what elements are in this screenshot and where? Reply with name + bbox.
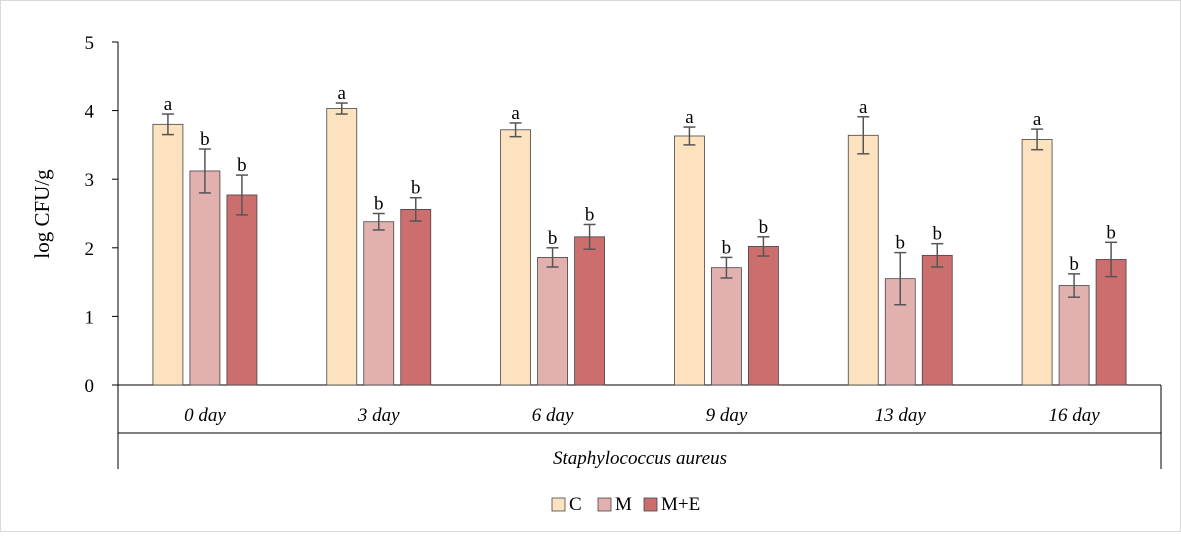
legend: C M M+E <box>551 494 700 515</box>
significance-letter: a <box>685 107 694 128</box>
significance-letter: a <box>859 97 868 118</box>
bar-m-e <box>574 236 605 386</box>
bar-m-e <box>226 194 258 386</box>
significance-letters: a b b a b b a b b a b b a b b a b b <box>164 83 1116 275</box>
bars <box>152 108 1127 386</box>
y-tick-label: 1 <box>85 307 95 328</box>
y-tick-label: 4 <box>85 102 95 123</box>
y-tick-label: 3 <box>85 170 95 191</box>
legend-swatch <box>597 497 612 512</box>
legend-label: M <box>615 494 632 515</box>
significance-letter: b <box>200 129 210 150</box>
significance-letter: b <box>1106 222 1116 243</box>
significance-letter: b <box>722 237 732 258</box>
legend-swatch <box>643 497 658 512</box>
bar-m <box>884 278 916 386</box>
bar-c <box>326 108 358 386</box>
significance-letter: b <box>585 204 595 225</box>
significance-letter: b <box>759 217 769 238</box>
y-tick-label: 0 <box>85 376 95 397</box>
bar-c <box>500 129 531 386</box>
significance-letter: b <box>237 155 247 176</box>
bar-c <box>1021 139 1053 386</box>
bar-m-e <box>1095 259 1127 386</box>
significance-letter: b <box>1069 254 1079 275</box>
x-tick-label: 0 day <box>184 405 226 426</box>
significance-letter: a <box>1033 109 1042 130</box>
significance-letter: a <box>164 94 173 115</box>
bar-m <box>711 267 742 386</box>
significance-letter: b <box>896 233 906 254</box>
y-axis: 0 1 2 3 4 5 <box>85 33 119 397</box>
bar-m-e <box>921 254 953 386</box>
group-label: Staphylococcus aureus <box>553 448 727 469</box>
bar-c <box>847 134 879 386</box>
significance-letter: a <box>338 83 347 104</box>
bar-m <box>189 170 221 386</box>
bar-m-e <box>400 208 432 386</box>
x-tick-label: 3 day <box>357 405 400 426</box>
x-tick-label: 9 day <box>706 405 748 426</box>
significance-letter: b <box>548 228 558 249</box>
bar-c <box>152 123 184 386</box>
error-bars <box>161 102 1118 306</box>
legend-swatch <box>551 497 566 512</box>
significance-letter: a <box>511 103 520 124</box>
y-tick-label: 5 <box>85 33 95 54</box>
bar-m <box>537 257 568 386</box>
x-tick-label: 16 day <box>1048 405 1100 426</box>
significance-letter: b <box>411 178 421 199</box>
x-axis: 0 day 3 day 6 day 9 day 13 day 16 day <box>117 384 1162 469</box>
significance-letter: b <box>374 194 384 215</box>
y-axis-label: log CFU/g <box>30 169 54 259</box>
bar-m <box>363 221 395 386</box>
x-tick-label: 6 day <box>532 405 574 426</box>
bar-m <box>1058 285 1090 386</box>
bar-m-e <box>748 246 779 386</box>
bar-c <box>674 135 705 386</box>
significance-letter: b <box>933 224 943 245</box>
x-tick-label: 13 day <box>875 405 927 426</box>
legend-label: M+E <box>661 494 700 515</box>
y-tick-label: 2 <box>85 239 95 260</box>
legend-label: C <box>569 494 582 515</box>
